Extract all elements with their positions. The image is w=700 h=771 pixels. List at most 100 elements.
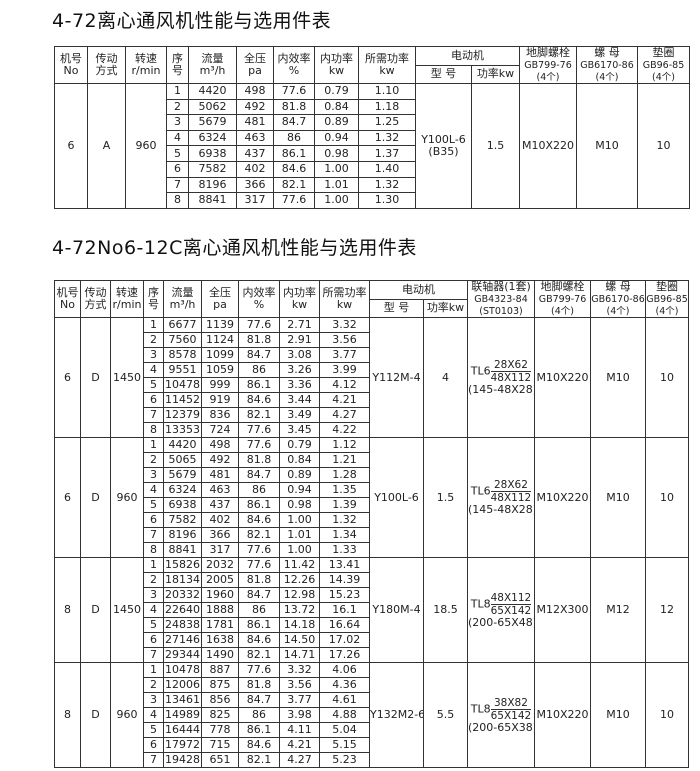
cell-flow: 10478: [163, 377, 202, 393]
cell-text: kw: [328, 64, 345, 77]
cell-pressure: 402: [201, 512, 239, 528]
cell-eff: 86.1: [238, 617, 280, 633]
header-inpower: 内功率 kw: [314, 46, 359, 84]
cell-eff: 81.8: [238, 452, 280, 468]
cell-text: 内功率: [320, 52, 353, 65]
cell-seq: 3: [166, 114, 189, 131]
cell-motor-model: Y180M-4: [369, 557, 424, 663]
table-row: 7 19428 651 82.1 4.27 5.23: [55, 752, 689, 768]
header-row: 机号 No 传动 方式 转速 r/min 序号流量 m³/h 全压 pa 内效率% 内功率 kw 所需功率…: [54, 46, 690, 84]
coupling-type: TL6: [470, 484, 491, 498]
cell-reqpower: 5.15: [319, 737, 370, 753]
cell-seq: 3: [143, 692, 164, 708]
cell-reqpower: 4.27: [319, 407, 370, 423]
coupling-fraction: 28X62 48X112: [490, 479, 532, 504]
cell-text: (4个): [551, 306, 574, 317]
cell-flow: 20332: [163, 587, 202, 603]
cell-pressure: 366: [201, 527, 239, 543]
cell-eff: 81.8: [238, 332, 280, 348]
cell-inpower: 1.00: [314, 192, 359, 209]
cell-text: GB799-76: [538, 294, 587, 305]
cell-flow: 29344: [163, 647, 202, 663]
cell-pressure: 919: [201, 392, 239, 408]
cell-bolt: M10X220: [519, 83, 577, 209]
cell-drive: D: [80, 437, 111, 558]
table1-title: 4-72离心通风机性能与选用件表: [52, 10, 332, 32]
cell-eff: 77.6: [238, 317, 280, 333]
cell-seq: 4: [166, 129, 189, 147]
cell-flow: 22640: [163, 602, 202, 618]
cell-text: (4个): [536, 72, 560, 83]
cell-drive: D: [80, 662, 111, 768]
cell-pressure: 463: [236, 129, 274, 147]
cell-reqpower: 3.77: [319, 347, 370, 363]
cell-pressure: 825: [201, 707, 239, 723]
header-bolt: 地脚螺栓 GB799-76 (4个): [519, 46, 577, 84]
cell-flow: 13461: [163, 692, 202, 708]
cell-pressure: 836: [201, 407, 239, 423]
cell-washer: 10: [637, 83, 690, 209]
table-row: 6 D 1450 1 6677 1139 77.6 2.71 3.32 Y112M-4 4 TL6 28…: [54, 317, 689, 438]
cell-seq: 3: [143, 347, 164, 363]
header-eff: 内效率%: [238, 280, 280, 318]
cell-reqpower: 1.10: [358, 83, 416, 100]
cell-pressure: 437: [236, 145, 274, 162]
cell-pressure: 724: [201, 422, 239, 438]
cell-bolt: M10X220: [534, 317, 591, 438]
cell-flow: 14989: [163, 707, 202, 723]
cell-text: pa: [248, 64, 262, 77]
cell-text: 机号: [56, 286, 79, 299]
table-row: 3 13461 856 84.7 3.77 4.61: [55, 692, 689, 708]
table-row: 8 8841 317 77.6 1.00 1.30: [55, 192, 690, 209]
cell-speed: 960: [110, 662, 144, 768]
cell-text: 方式: [95, 64, 118, 77]
cell-reqpower: 1.12: [319, 437, 370, 453]
cell-reqpower: 4.22: [319, 422, 370, 438]
table-row: 3 20332 1960 84.7 12.98 15.23: [55, 587, 689, 603]
cell-reqpower: 17.26: [319, 647, 370, 663]
cell-inpower: 0.89: [279, 467, 320, 483]
cell-seq: 6: [143, 392, 164, 408]
table-row: 6 A 960 1 4420 498 77.6 0.79 1.10 Y100L-6 (B35) 1.5…: [54, 83, 690, 209]
cell-text: 联轴器(1套): [471, 280, 531, 293]
cell-text: (ST0103): [479, 306, 523, 317]
table-row: 4 6324 463 86 0.94 1.32: [55, 129, 690, 147]
table-row: 2 12006 875 81.8 3.56 4.36: [55, 677, 689, 693]
coupling-numerator: 28X62: [490, 359, 532, 372]
cell-reqpower: 4.88: [319, 707, 370, 723]
cell-pressure: 1139: [201, 317, 239, 333]
header-row: 型 号功率kw: [55, 64, 690, 84]
header-no: 机号 No: [54, 280, 81, 318]
cell-flow: 8196: [188, 176, 237, 194]
cell-eff: 86: [273, 129, 315, 147]
table-row: 3 5679 481 84.7 0.89 1.28: [55, 467, 689, 483]
cell-text: 内效率: [277, 52, 311, 65]
coupling-note: (145-48X28): [468, 383, 535, 396]
table-row: 8 D 960 1 10478 887 77.6 3.32 4.06 Y132M2-6 5.5 TL8…: [54, 662, 689, 768]
cell-seq: 5: [143, 722, 164, 738]
cell-pressure: 2005: [201, 572, 239, 588]
cell-pressure: 2032: [201, 557, 239, 573]
cell-coupling: TL6 28X62 48X112 (145-48X28): [467, 437, 535, 558]
coupling-note: (200-65X38): [468, 720, 535, 734]
cell-eff: 81.8: [238, 572, 280, 588]
cell-flow: 12379: [163, 407, 202, 423]
header-nut: 螺 母 GB6170-86 (4个): [590, 280, 646, 318]
header-speed: 转速 r/min: [110, 280, 144, 318]
header-nut: 螺 母 GB6170-86 (4个): [576, 46, 638, 84]
header-row: 机号 No 传动 方式 转速 r/min 序号流量 m³/h 全压 pa 内效率% 内功率 kw 所需功率…: [54, 280, 689, 318]
header-motor-model: 型 号: [415, 64, 472, 84]
table-body: 6 A 960 1 4420 498 77.6 0.79 1.10 Y100L-6 (B35) 1.5…: [54, 83, 690, 209]
cell-text: No: [60, 298, 75, 311]
cell-eff: 84.7: [238, 692, 280, 708]
cell-inpower: 3.26: [279, 362, 320, 378]
cell-text: 号: [172, 64, 183, 77]
table-row: 6 27146 1638 84.6 14.50 17.02: [55, 632, 689, 648]
header-washer: 垫圈 GB96-85 (4个): [637, 46, 690, 84]
cell-motor-model: Y132M2-6: [369, 662, 424, 768]
table-row: 5 24838 1781 86.1 14.18 16.64: [55, 617, 689, 633]
header-washer: 垫圈 GB96-85 (4个): [645, 280, 689, 318]
cell-text: %: [253, 298, 265, 311]
cell-seq: 4: [143, 602, 164, 618]
coupling-note: (145-48X28): [468, 503, 535, 516]
